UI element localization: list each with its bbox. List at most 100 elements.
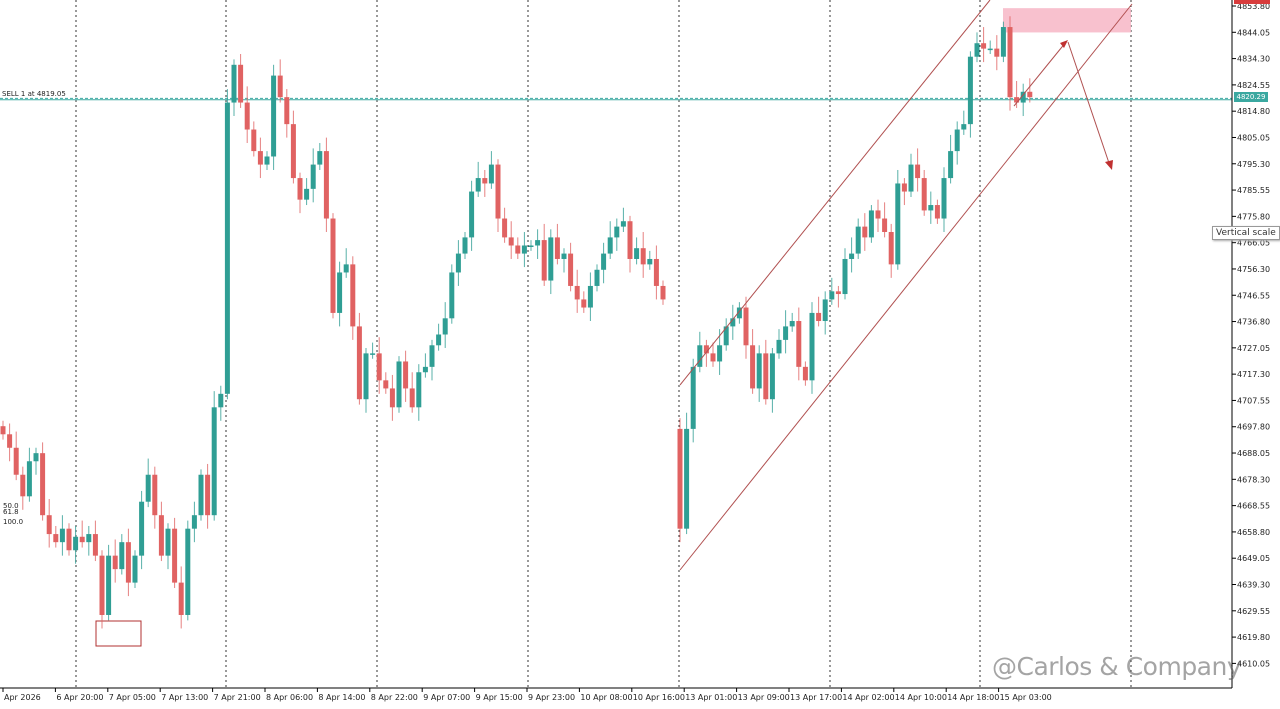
time-tick-label: 9 Apr 15:00: [476, 693, 523, 702]
time-tick-label: Apr 2026: [4, 693, 41, 702]
candle-body: [86, 534, 92, 543]
candle-body: [363, 353, 369, 400]
time-tick-label: 6 Apr 20:00: [56, 693, 103, 702]
candle-body: [581, 299, 587, 308]
candle-body: [13, 447, 19, 475]
candle-body: [66, 528, 72, 551]
vertical-scale-tooltip: Vertical scale: [1212, 226, 1280, 240]
candle-body: [455, 253, 461, 273]
candle-body: [607, 237, 613, 254]
time-tick-label: 9 Apr 23:00: [528, 693, 575, 702]
price-tick-label: 4766.05: [1237, 239, 1270, 248]
candle-body: [954, 129, 960, 152]
price-tick-label: 4746.55: [1237, 291, 1270, 300]
candle-body: [769, 353, 775, 400]
candle-body: [145, 474, 151, 502]
candle-body: [40, 453, 46, 516]
time-tick-label: 15 Apr 03:00: [1000, 693, 1052, 702]
candle-body: [987, 48, 993, 51]
candle-body: [92, 534, 98, 556]
candle-body: [317, 151, 323, 165]
candle-body: [350, 264, 356, 327]
fib-label-50: 50.0: [3, 502, 19, 510]
candle-body: [482, 178, 488, 184]
candle-body: [717, 345, 723, 362]
time-tick-label: 7 Apr 05:00: [109, 693, 156, 702]
candle-body: [994, 48, 1000, 57]
candle-body: [106, 555, 112, 615]
candle-body: [475, 178, 481, 192]
candle-body: [736, 307, 742, 319]
time-tick-label: 10 Apr 16:00: [633, 693, 685, 702]
candle-body: [855, 226, 861, 254]
candle-body: [284, 97, 290, 125]
watermark: @Carlos & Company: [992, 652, 1242, 681]
candle-body: [343, 264, 349, 273]
candle-body: [829, 291, 835, 300]
candle-body: [205, 474, 211, 516]
candle-body: [515, 245, 521, 254]
candle-body: [442, 318, 448, 335]
candle-body: [647, 258, 653, 265]
candle-body: [172, 528, 178, 583]
candle-body: [244, 102, 250, 130]
candle-body: [112, 555, 118, 570]
price-tick-label: 4707.55: [1237, 396, 1270, 405]
candle-body: [53, 534, 59, 543]
candle-body: [409, 388, 415, 408]
candle-body: [822, 299, 828, 322]
fib-label-100: 100.0: [3, 518, 24, 526]
candle-body: [568, 253, 574, 286]
candle-body: [277, 75, 283, 98]
candle-body: [901, 183, 907, 192]
time-tick-label: 10 Apr 08:00: [580, 693, 632, 702]
candle-body: [396, 361, 402, 408]
candle-body: [1020, 91, 1026, 103]
candle-body: [211, 407, 217, 516]
candle-body: [730, 318, 736, 327]
candle-body: [928, 205, 934, 211]
candle-body: [756, 353, 762, 389]
candle-body: [422, 366, 428, 373]
time-tick-label: 13 Apr 01:00: [685, 693, 737, 702]
time-tick-label: 8 Apr 14:00: [318, 693, 365, 702]
candle-body: [0, 426, 6, 435]
candle-body: [796, 321, 802, 367]
candle-body: [1027, 91, 1033, 98]
candle-body: [528, 245, 534, 247]
candle-body: [868, 210, 874, 238]
projection-down-line: [1067, 41, 1111, 167]
candle-body: [152, 474, 158, 516]
candle-body: [231, 64, 237, 103]
candle-body: [370, 353, 376, 355]
candle-body: [125, 542, 131, 583]
price-tick-label: 4805.05: [1237, 133, 1270, 142]
candle-body: [750, 345, 756, 389]
candle-body: [535, 240, 541, 246]
candle-body: [185, 528, 191, 615]
candle-body: [967, 56, 973, 125]
candle-body: [521, 245, 527, 254]
candle-body: [697, 345, 703, 367]
candle-body: [653, 258, 659, 286]
candle-body: [862, 226, 868, 238]
candle-body: [462, 237, 468, 254]
price-tick-label: 4717.30: [1237, 370, 1270, 379]
candle-body: [776, 339, 782, 354]
candle-body: [948, 151, 954, 179]
candle-body: [330, 218, 336, 313]
price-tick-label: 4678.30: [1237, 475, 1270, 484]
candle-body: [802, 366, 808, 381]
candle-body: [783, 326, 789, 340]
price-tick-label: 4658.80: [1237, 528, 1270, 537]
candle-body: [488, 164, 494, 184]
time-tick-label: 8 Apr 22:00: [371, 693, 418, 702]
price-tick-label: 4775.80: [1237, 212, 1270, 221]
fib-label-61: 61.8: [3, 508, 19, 516]
candle-body: [271, 75, 277, 157]
price-tick-label: 4853.80: [1237, 2, 1270, 11]
candle-body: [614, 226, 620, 238]
candle-body: [875, 210, 881, 219]
candle-body: [677, 428, 683, 529]
